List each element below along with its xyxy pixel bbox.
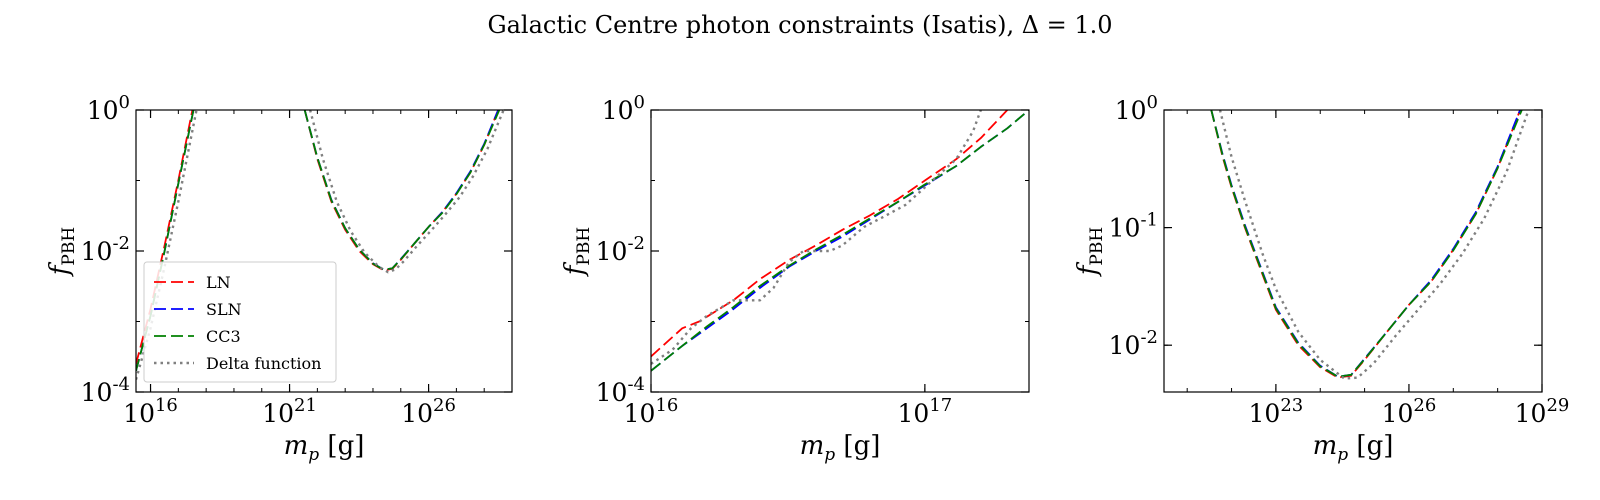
y-tick-label: 100 xyxy=(87,92,130,125)
x-axis-label: mp [g] xyxy=(800,431,881,465)
x-axis-label: mp [g] xyxy=(284,431,365,465)
tick-labels: 1016 1021 1026 100 10-2 10-4 xyxy=(81,92,456,428)
y-tick-label: 100 xyxy=(1115,92,1158,125)
tick-labels: 1023 1026 1029 100 10-1 10-2 xyxy=(1109,92,1570,428)
y-tick-label: 10-4 xyxy=(81,374,130,407)
series-line-sln xyxy=(651,110,1029,372)
series-line-ln xyxy=(1210,110,1521,379)
series-line-cc3 xyxy=(303,110,501,271)
y-axis-label: fPBH xyxy=(1073,227,1107,277)
series-line-sln xyxy=(1210,110,1521,378)
y-tick-label: 10-2 xyxy=(1109,327,1158,360)
x-tick-label: 1026 xyxy=(401,395,456,428)
series-line-delta-function xyxy=(308,110,505,274)
figure-title: Galactic Centre photon constraints (Isat… xyxy=(487,11,1112,39)
plot-frame xyxy=(1163,109,1543,393)
series-line-delta-function xyxy=(1218,110,1530,380)
x-tick-label: 1021 xyxy=(262,395,317,428)
y-tick-label: 10-2 xyxy=(81,233,130,266)
x-tick-label: 1023 xyxy=(1249,395,1304,428)
legend-box xyxy=(143,261,337,383)
series-line-cc3 xyxy=(651,110,1029,372)
x-tick-label: 1026 xyxy=(1382,395,1437,428)
panel-2: 1016 1017 100 10-2 10-4 mp [g] fPBH xyxy=(560,92,1030,465)
tick-labels: 1016 1017 100 10-2 10-4 xyxy=(596,92,953,428)
y-axis-label: fPBH xyxy=(560,227,594,277)
legend-label: CC3 xyxy=(206,327,241,346)
plot-frame xyxy=(135,109,513,393)
y-axis-label: fPBH xyxy=(45,227,79,277)
panels: 1016 1021 1026 100 10-2 10-4 mp [g] fPBH LN SLN CC… xyxy=(45,92,1569,465)
x-axis-label: mp [g] xyxy=(1313,431,1394,465)
series-group xyxy=(1210,110,1530,380)
y-tick-label: 100 xyxy=(602,92,645,125)
x-tick-label: 1017 xyxy=(898,395,953,428)
y-tick-label: 10-4 xyxy=(596,374,645,407)
legend-label: Delta function xyxy=(206,354,321,373)
x-tick-label: 1016 xyxy=(123,395,178,428)
legend-label: LN xyxy=(206,273,231,292)
series-group xyxy=(651,110,1029,372)
y-tick-label: 10-1 xyxy=(1109,210,1158,243)
x-tick-label: 1029 xyxy=(1515,395,1570,428)
legend-label: SLN xyxy=(206,300,242,319)
series-line-delta-function xyxy=(651,110,982,365)
plot-frame xyxy=(650,109,1030,393)
panel-3: 1023 1026 1029 100 10-1 10-2 mp [g] fPBH xyxy=(1073,92,1569,465)
ticks xyxy=(650,109,1029,393)
series-line-sln xyxy=(303,110,500,271)
series-line-ln xyxy=(651,110,1008,358)
y-tick-label: 10-2 xyxy=(596,233,645,266)
panel-1: 1016 1021 1026 100 10-2 10-4 mp [g] fPBH LN SLN CC… xyxy=(45,92,513,465)
series-line-ln xyxy=(303,110,500,272)
x-tick-label: 1016 xyxy=(624,395,679,428)
series-line-cc3 xyxy=(1210,110,1523,378)
legend: LN SLN CC3 Delta function xyxy=(143,261,337,383)
